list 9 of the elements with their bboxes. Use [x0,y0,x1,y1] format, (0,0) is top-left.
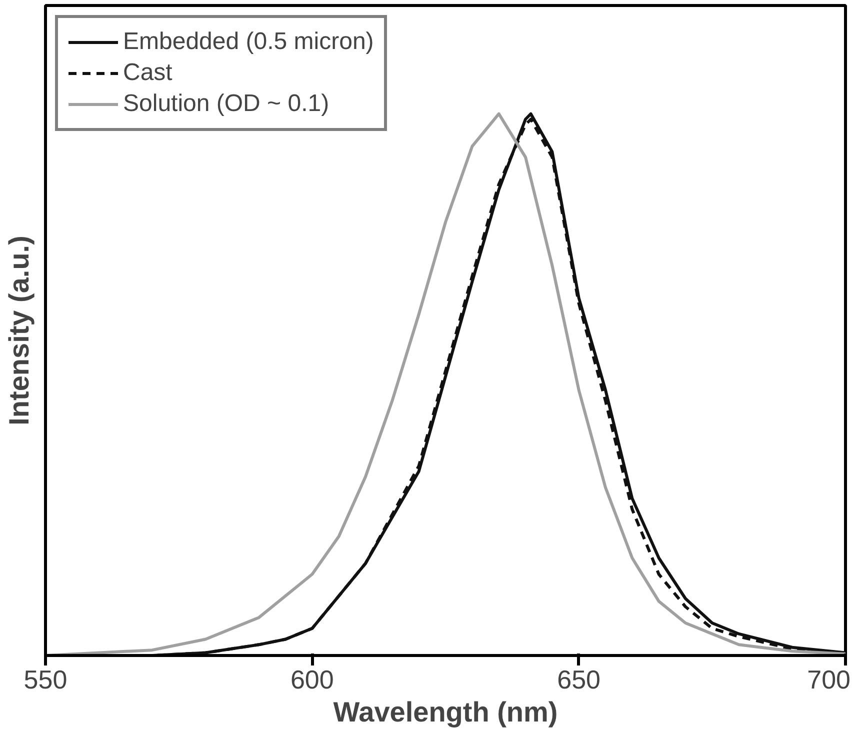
x-axis-title: Wavelength (nm) [333,696,558,728]
x-tick-label: 700 [807,664,851,694]
x-tick-label: 600 [290,664,334,694]
legend-label: Cast [123,59,172,87]
legend-label: Solution (OD ~ 0.1) [123,90,330,118]
legend-label: Embedded (0.5 micron) [123,28,374,56]
x-tick-label: 650 [557,664,601,694]
x-tick-label: 550 [24,664,68,694]
y-axis-title: Intensity (a.u.) [4,236,34,426]
